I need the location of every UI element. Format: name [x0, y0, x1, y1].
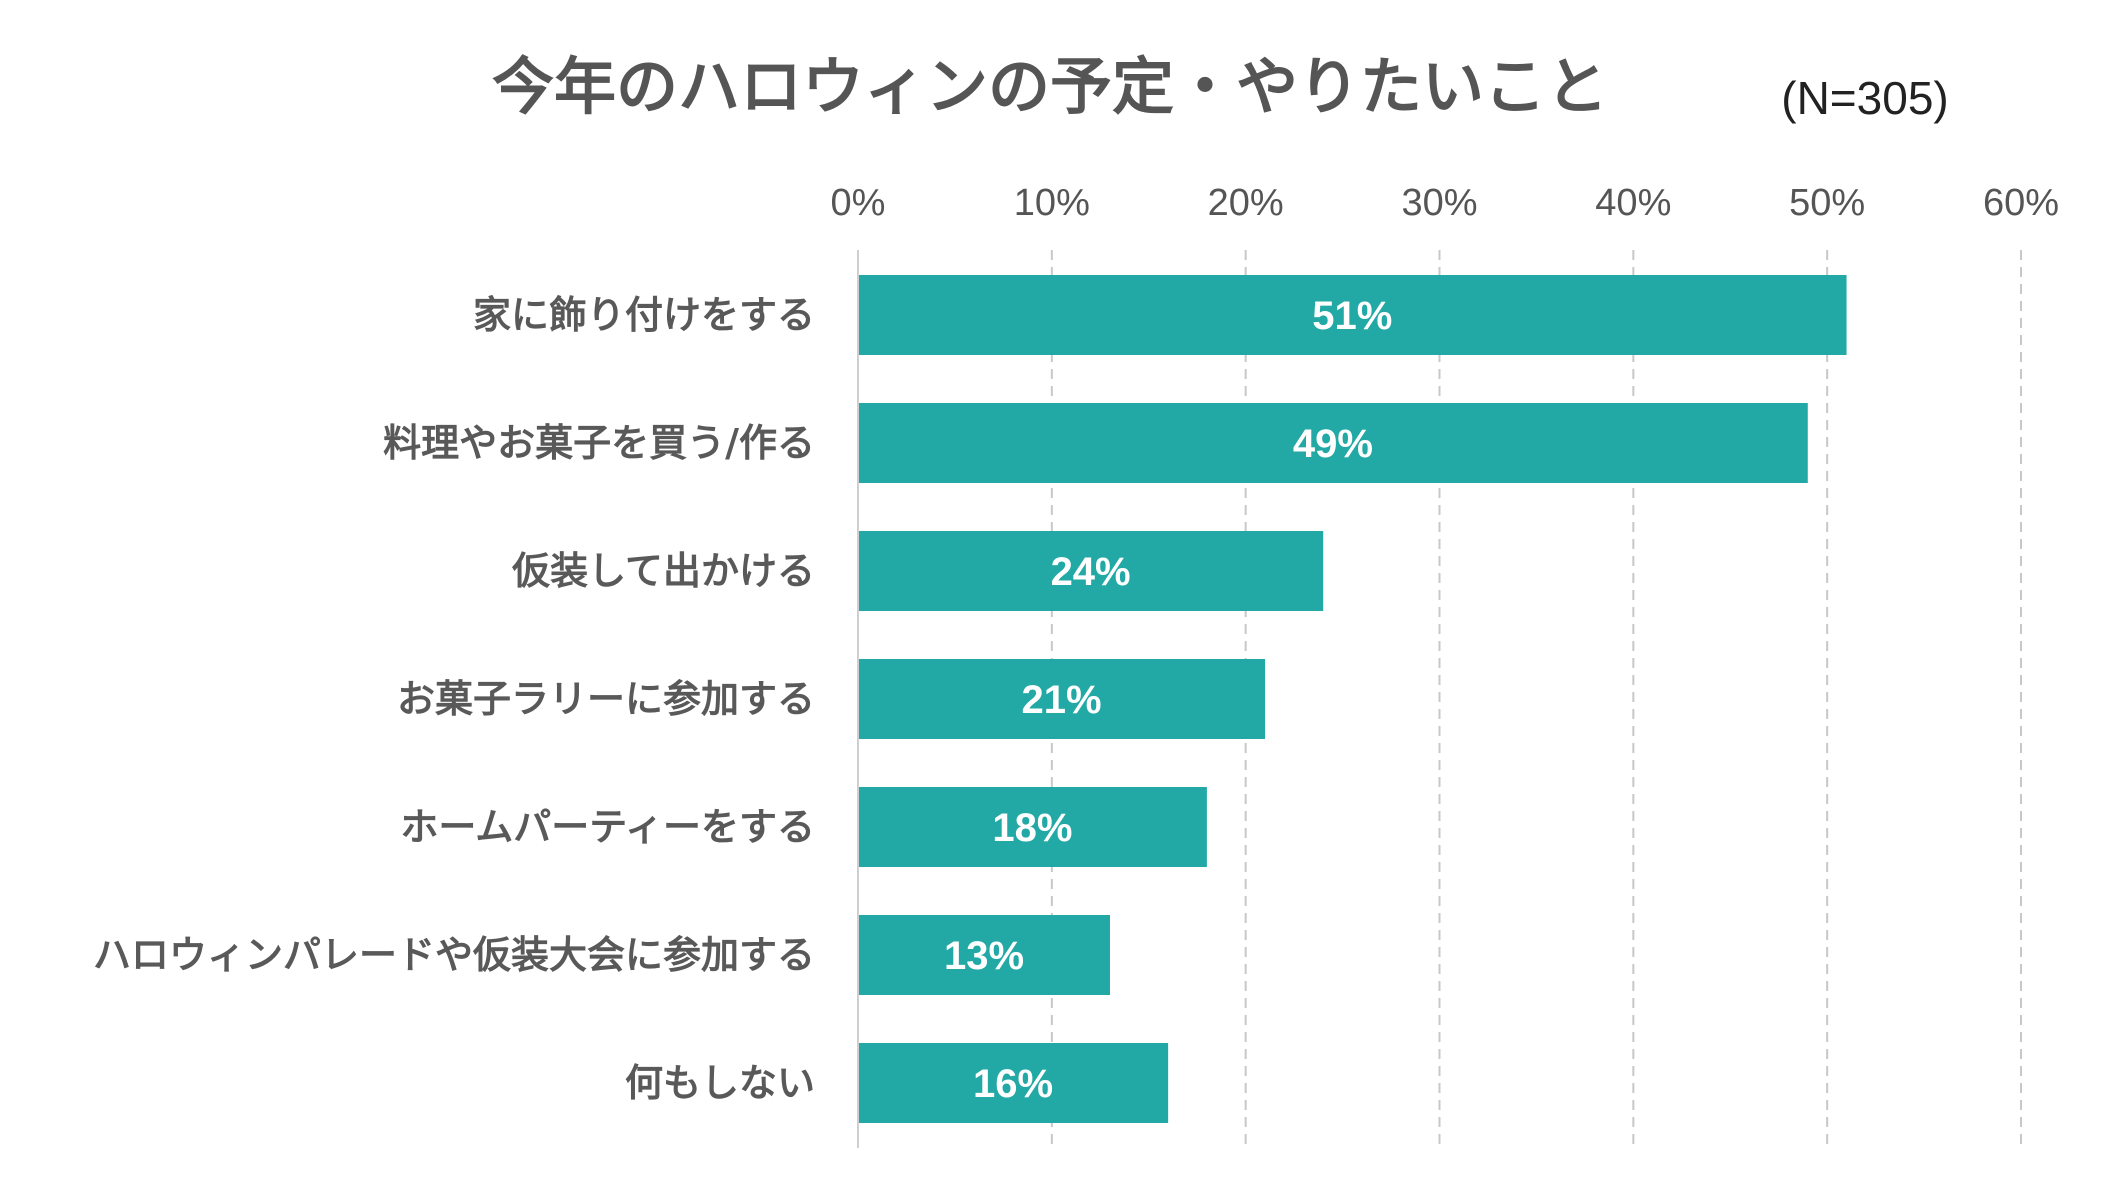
data-label: 18% [992, 806, 1072, 850]
category-label: 仮装して出かける [511, 549, 815, 593]
data-label: 49% [1293, 422, 1373, 466]
chart-title: 今年のハロウィンの予定・やりたいこと [492, 50, 1608, 123]
data-label: 13% [944, 934, 1024, 978]
category-label: 家に飾り付けをする [473, 293, 815, 337]
data-label: 21% [1021, 678, 1101, 722]
x-tick-label: 40% [1595, 182, 1671, 224]
data-label: 16% [973, 1062, 1053, 1106]
bar [858, 787, 1207, 867]
x-tick-label: 20% [1208, 182, 1284, 224]
bar [858, 659, 1266, 739]
data-label: 51% [1312, 294, 1392, 338]
bars [858, 275, 1847, 1123]
data-label: 24% [1051, 550, 1131, 594]
sample-size-note: (N=305) [1781, 72, 1948, 124]
bar [858, 915, 1110, 995]
x-tick-label: 30% [1401, 182, 1477, 224]
category-label: 何もしない [625, 1061, 815, 1105]
bar [858, 1043, 1169, 1123]
bar [858, 275, 1847, 355]
data-labels: 51% 49% 24% 21% 18% 13% 16% [944, 294, 1392, 1106]
category-labels: 家に飾り付けをする料理やお菓子を買う/作る仮装して出かけるお菓子ラリーに参加する… [93, 293, 815, 1105]
x-tick-label: 10% [1014, 182, 1090, 224]
x-tick-label: 60% [1983, 182, 2059, 224]
x-axis-ticks: 0% 10% 20% 30% 40% 50% 60% [831, 182, 2059, 224]
bar [858, 531, 1324, 611]
x-tick-label: 50% [1789, 182, 1865, 224]
x-tick-label: 0% [831, 182, 886, 224]
category-label: 料理やお菓子を買う/作る [383, 421, 815, 465]
category-label: ハロウィンパレードや仮装大会に参加する [93, 933, 815, 977]
category-label: お菓子ラリーに参加する [397, 677, 815, 721]
bar [858, 403, 1808, 483]
category-label: ホームパーティーをする [400, 805, 815, 849]
